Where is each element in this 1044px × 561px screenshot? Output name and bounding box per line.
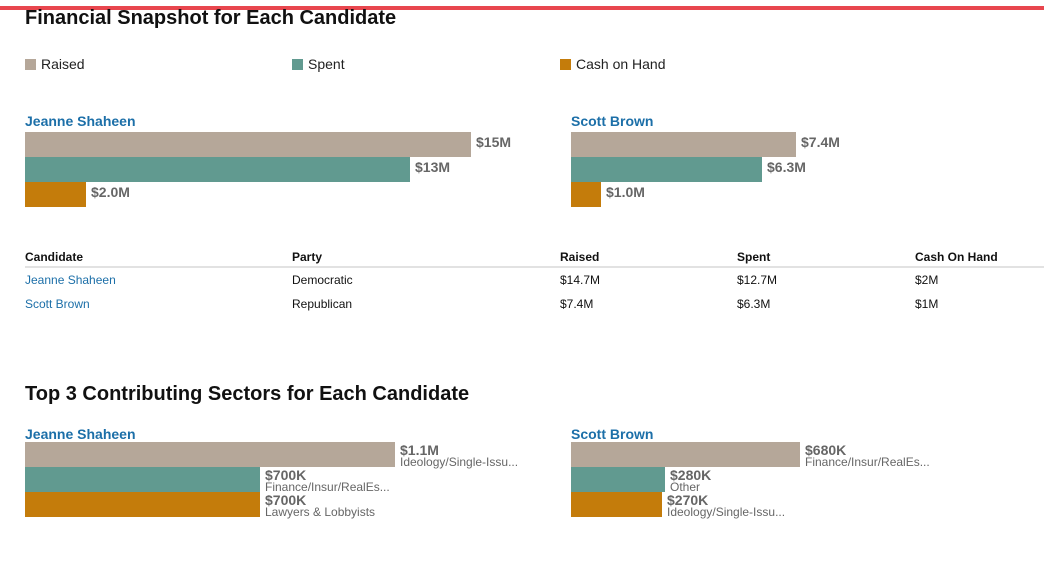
top-accent-bar xyxy=(0,6,1044,10)
sector-bar-value-label: $280K xyxy=(670,467,712,483)
sector-bar-value-label: $700K xyxy=(265,467,307,483)
snapshot-bar-raised xyxy=(571,132,796,157)
legend-spent-swatch xyxy=(292,58,303,70)
legend-spent-label: Spent xyxy=(308,56,345,72)
sector-bar-sector-name: Lawyers & Lobbyists xyxy=(265,505,376,519)
legend-cash-swatch xyxy=(560,58,571,70)
sectors-candidate-brown[interactable]: Scott Brown xyxy=(571,426,654,442)
snapshot-title: Financial Snapshot for Each Candidate xyxy=(25,7,397,29)
cell-candidate-link[interactable]: Jeanne Shaheen xyxy=(25,273,116,287)
snapshot-bar-value-label: $2.0M xyxy=(91,184,130,200)
snapshot-bar-value-label: $13M xyxy=(415,159,451,175)
col-cash: Cash On Hand xyxy=(915,248,1044,268)
snapshot-bar-raised xyxy=(25,132,471,157)
snapshot-bar-cash-on-hand xyxy=(571,182,601,207)
sector-bar xyxy=(25,442,395,467)
finance-table: Candidate Party Raised Spent Cash On Han… xyxy=(25,248,1044,316)
sector-bar-sector-name: Ideology/Single-Issu... xyxy=(667,505,786,519)
cell-raised: $14.7M xyxy=(560,273,601,287)
snapshot-bar-value-label: $7.4M xyxy=(801,134,840,150)
cell-candidate-link[interactable]: Scott Brown xyxy=(25,297,90,311)
sector-bar xyxy=(25,467,260,492)
cell-spent: $6.3M xyxy=(737,297,771,311)
sector-bar-value-label: $1.1M xyxy=(400,442,439,458)
sector-bar xyxy=(571,442,800,467)
sectors-title: Top 3 Contributing Sectors for Each Cand… xyxy=(25,383,470,405)
cell-party: Republican xyxy=(292,297,353,311)
legend-spent: Spent xyxy=(292,56,345,72)
snapshot-bar-spent xyxy=(25,157,410,182)
snapshot-bar-cash-on-hand xyxy=(25,182,86,207)
snapshot-bar-value-label: $15M xyxy=(476,134,512,150)
sector-bar-sector-name: Finance/Insur/RealEs... xyxy=(805,455,930,469)
legend-raised: Raised xyxy=(25,56,85,72)
snapshot-candidate-shaheen[interactable]: Jeanne Shaheen xyxy=(25,113,136,129)
cell-spent: $12.7M xyxy=(737,273,778,287)
table-row: Scott Brown Republican $7.4M $6.3M $1M xyxy=(25,292,1044,316)
col-party: Party xyxy=(292,248,560,268)
legend-raised-swatch xyxy=(25,58,36,70)
sector-bar-sector-name: Other xyxy=(670,480,701,494)
sector-bar-sector-name: Finance/Insur/RealEs... xyxy=(265,480,390,494)
cell-cash: $2M xyxy=(915,273,939,287)
cell-raised: $7.4M xyxy=(560,297,594,311)
col-candidate: Candidate xyxy=(25,248,292,268)
table-header-row: Candidate Party Raised Spent Cash On Han… xyxy=(25,248,1044,268)
sector-bar xyxy=(571,492,662,517)
sector-bar-sector-name: Ideology/Single-Issu... xyxy=(400,455,519,469)
sectors-candidate-shaheen[interactable]: Jeanne Shaheen xyxy=(25,426,136,442)
snapshot-bar-value-label: $6.3M xyxy=(767,159,806,175)
legend-raised-label: Raised xyxy=(41,56,85,72)
cell-cash: $1M xyxy=(915,297,939,311)
col-raised: Raised xyxy=(560,248,737,268)
sector-bar xyxy=(25,492,260,517)
sector-bar xyxy=(571,467,665,492)
col-spent: Spent xyxy=(737,248,915,268)
table-row: Jeanne Shaheen Democratic $14.7M $12.7M … xyxy=(25,267,1044,292)
snapshot-bar-spent xyxy=(571,157,762,182)
sector-bar-value-label: $700K xyxy=(265,492,307,508)
legend-cash: Cash on Hand xyxy=(560,56,666,72)
sector-bar-value-label: $270K xyxy=(667,492,709,508)
cell-party: Democratic xyxy=(292,273,353,287)
legend-cash-label: Cash on Hand xyxy=(576,56,666,72)
sector-bar-value-label: $680K xyxy=(805,442,847,458)
snapshot-candidate-brown[interactable]: Scott Brown xyxy=(571,113,654,129)
snapshot-bar-value-label: $1.0M xyxy=(606,184,645,200)
